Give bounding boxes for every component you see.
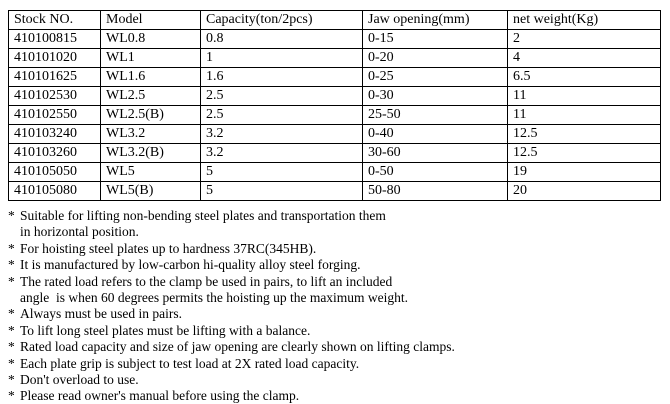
table-cell: WL2.5 [100, 86, 201, 106]
table-cell: 12.5 [507, 124, 661, 144]
footnote-text: Each plate grip is subject to test load … [20, 355, 360, 371]
asterisk-bullet: * [8, 306, 15, 322]
table-cell: 50-80 [362, 181, 508, 201]
table-cell: WL5 [100, 162, 201, 182]
column-header: Stock NO. [8, 10, 101, 30]
table-cell: 0.8 [200, 29, 363, 49]
footnotes-section: * Suitable for lifting non-bending steel … [8, 208, 670, 404]
footnote-text: For hoisting steel plates up to hardness… [20, 240, 317, 256]
footnote-text: It is manufactured by low-carbon hi-qual… [20, 257, 361, 273]
table-cell: 410101625 [8, 67, 101, 87]
table-cell: WL0.8 [100, 29, 201, 49]
table-cell: 1 [200, 48, 363, 68]
table-cell: 12.5 [507, 143, 661, 163]
table-cell: 20 [507, 181, 661, 201]
table-row: 410103240 WL3.2 3.2 0-40 12.5 [8, 124, 661, 144]
table-cell: 0-30 [362, 86, 508, 106]
table-body: 410100815 WL0.8 0.8 0-15 2 410101020 WL1 1 0-20 4… [8, 29, 661, 201]
table-cell: 5 [200, 181, 363, 201]
footnote-text: Always must be used in pairs. [20, 306, 182, 322]
footnote-text: in horizontal position. [20, 224, 139, 240]
table-cell: WL5(B) [100, 181, 201, 201]
table-row: 410102550 WL2.5(B) 2.5 25-50 11 [8, 105, 661, 125]
footnote-text: Don't overload to use. [20, 372, 139, 388]
footnote-text: Please read owner's manual before using … [20, 388, 300, 404]
table-cell: WL1.6 [100, 67, 201, 87]
footnote-line: * Suitable for lifting non-bending steel … [8, 208, 670, 224]
footnote-text: Rated load capacity and size of jaw open… [20, 339, 455, 355]
footnote-continuation-line: in horizontal position. [8, 224, 670, 240]
footnote-line: * Please read owner's manual before using… [8, 388, 670, 404]
footnote-line: * To lift long steel plates must be lifti… [8, 323, 670, 339]
table-cell: WL3.2 [100, 124, 201, 144]
asterisk-bullet: * [8, 273, 15, 289]
column-header: Capacity(ton/2pcs) [200, 10, 363, 30]
table-cell: 1.6 [200, 67, 363, 87]
footnote-line: * Rated load capacity and size of jaw ope… [8, 339, 670, 355]
footnote-line: * Don't overload to use. [8, 372, 670, 388]
table-cell: 0-25 [362, 67, 508, 87]
table-row: 410101625 WL1.6 1.6 0-25 6.5 [8, 67, 661, 87]
table-cell: 5 [200, 162, 363, 182]
asterisk-bullet: * [8, 355, 15, 371]
table-cell: 410100815 [8, 29, 101, 49]
asterisk-bullet: * [8, 208, 15, 223]
table-cell: 2.5 [200, 86, 363, 106]
table-cell: WL1 [100, 48, 201, 68]
asterisk-bullet: * [8, 339, 15, 355]
table-row: 410105080 WL5(B) 5 50-80 20 [8, 181, 661, 201]
footnote-text: angle is when 60 degrees permits the hoi… [20, 290, 409, 306]
table-cell: 410102550 [8, 105, 101, 125]
column-header: Model [100, 10, 201, 30]
table-cell: 0-20 [362, 48, 508, 68]
footnote-text: To lift long steel plates must be liftin… [20, 322, 311, 338]
table-cell: 3.2 [200, 143, 363, 163]
table-cell: 410101020 [8, 48, 101, 68]
table-cell: WL2.5(B) [100, 105, 201, 125]
asterisk-bullet: * [8, 322, 15, 338]
table-cell: 25-50 [362, 105, 508, 125]
asterisk-bullet: * [8, 388, 15, 404]
table-row: 410101020 WL1 1 0-20 4 [8, 48, 661, 68]
table-cell: 410105050 [8, 162, 101, 182]
footnote-continuation-line: angle is when 60 degrees permits the hoi… [8, 290, 670, 306]
table-cell: 410103260 [8, 143, 101, 163]
column-header: net weight(Kg) [507, 10, 661, 30]
table-cell: 2 [507, 29, 661, 49]
asterisk-bullet: * [8, 372, 15, 388]
table-cell: 30-60 [362, 143, 508, 163]
table-cell: 0-40 [362, 124, 508, 144]
table-header-row: Stock NO. Model Capacity(ton/2pcs) Jaw open… [8, 10, 661, 30]
footnote-line: * Always must be used in pairs. [8, 306, 670, 322]
asterisk-bullet: * [8, 240, 15, 256]
footnote-line: * For hoisting steel plates up to hardnes… [8, 241, 670, 257]
table-cell: 11 [507, 86, 661, 106]
table-cell: 4 [507, 48, 661, 68]
table-row: 410100815 WL0.8 0.8 0-15 2 [8, 29, 661, 49]
table-row: 410102530 WL2.5 2.5 0-30 11 [8, 86, 661, 106]
footnote-line: * Each plate grip is subject to test load… [8, 356, 670, 372]
table-cell: 410105080 [8, 181, 101, 201]
table-cell: 0-15 [362, 29, 508, 49]
table-cell: 2.5 [200, 105, 363, 125]
table-cell: WL3.2(B) [100, 143, 201, 163]
table-cell: 6.5 [507, 67, 661, 87]
footnote-text: Suitable for lifting non-bending steel p… [20, 208, 386, 223]
table-cell: 410102530 [8, 86, 101, 106]
table-cell: 410103240 [8, 124, 101, 144]
table-row: 410103260 WL3.2(B) 3.2 30-60 12.5 [8, 143, 661, 163]
footnote-line: * The rated load refers to the clamp be u… [8, 274, 670, 290]
table-cell: 11 [507, 105, 661, 125]
product-spec-table: Stock NO. Model Capacity(ton/2pcs) Jaw open… [8, 10, 661, 201]
footnote-text: The rated load refers to the clamp be us… [20, 273, 393, 289]
footnote-line: * It is manufactured by low-carbon hi-qua… [8, 257, 670, 273]
table-row: 410105050 WL5 5 0-50 19 [8, 162, 661, 182]
column-header: Jaw opening(mm) [362, 10, 508, 30]
table-cell: 19 [507, 162, 661, 182]
table-cell: 3.2 [200, 124, 363, 144]
asterisk-bullet: * [8, 257, 15, 273]
table-cell: 0-50 [362, 162, 508, 182]
